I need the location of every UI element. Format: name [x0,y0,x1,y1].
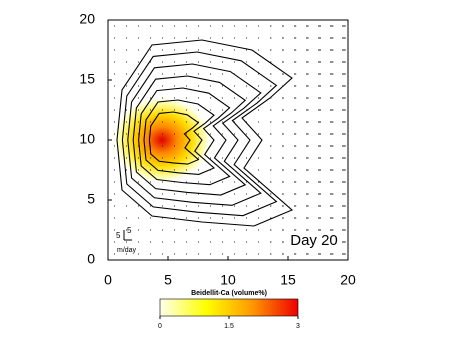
colorbar-tick-label: 1.5 [224,323,234,330]
contour-line [143,99,216,175]
colorbar-title: Beidellit-Ca (volume%) [191,290,267,297]
x-tick-label: 20 [340,272,356,288]
colorbar-tick-label: 3 [296,323,300,330]
colorbar-tick-label: 0 [158,323,162,330]
y-tick-label: 0 [87,251,95,267]
x-tick-label: 15 [280,272,296,288]
contours [116,39,294,227]
scale-y-label: 5 [127,226,132,235]
velocity-field [114,25,346,255]
scale-unit: m/day [117,247,137,254]
x-tick-label: 5 [164,272,172,288]
scale-x-label: 5 [116,231,121,240]
contour-line [127,63,262,206]
contour-line [138,87,231,186]
y-tick-label: 15 [79,71,95,87]
y-tick-label: 5 [87,191,95,207]
contour-line [116,39,294,227]
annotation-box [290,232,338,250]
colorbar [159,298,299,317]
x-tick-label: 0 [104,272,112,288]
x-tick-label: 10 [220,272,236,288]
y-tick-label: 20 [79,11,95,27]
day-label: Day 20 [290,232,338,249]
contour-line [132,75,247,196]
concentration-field [112,96,212,184]
contour-line [121,51,278,217]
y-tick-label: 10 [79,131,95,147]
contour-line [148,111,200,165]
